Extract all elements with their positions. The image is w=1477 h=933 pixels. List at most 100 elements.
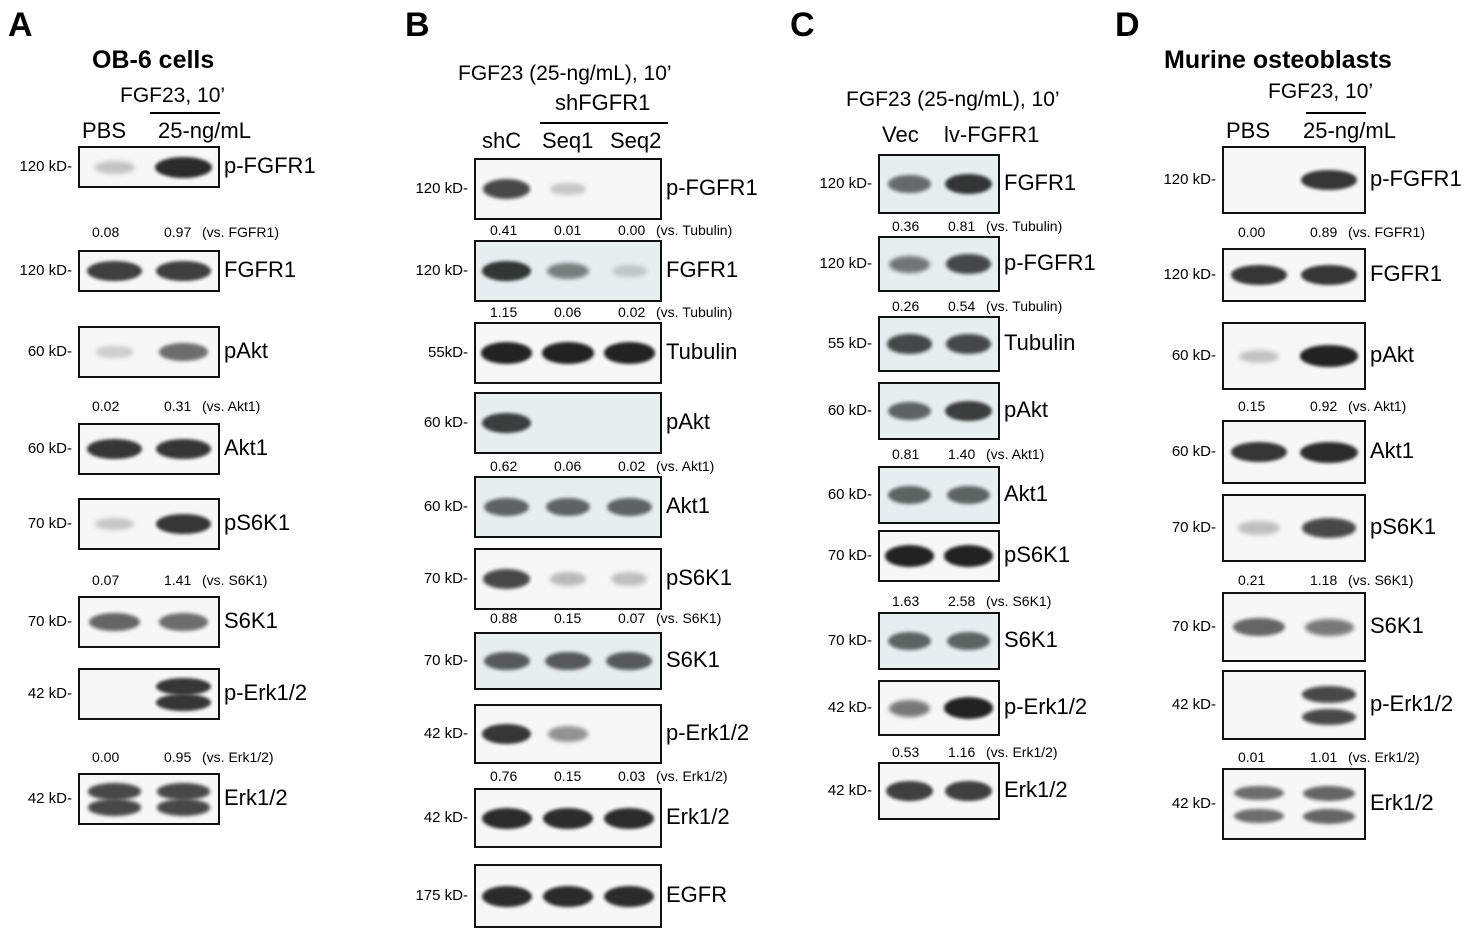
molecular-weight-marker: 70 kD- [27, 515, 72, 532]
protein-band [155, 513, 212, 535]
protein-label: pS6K1 [224, 510, 291, 535]
protein-band [158, 613, 209, 631]
protein-band [887, 486, 932, 504]
quantification-value: 0.03 [618, 768, 646, 784]
quantification-value: 0.00 [1238, 224, 1266, 240]
quantification-value: 0.02 [618, 304, 646, 320]
treatment-condition: FGF23 (25-ng/mL), 10’ [458, 62, 672, 85]
quantification-value: 0.95 [164, 749, 192, 765]
protein-label: S6K1 [224, 608, 278, 633]
quantification-value: 0.53 [892, 744, 920, 760]
panel-title: OB-6 cells [92, 46, 215, 74]
molecular-weight-marker: 120 kD- [415, 262, 468, 279]
blot-strip [78, 498, 220, 550]
protein-band [158, 343, 209, 361]
protein-band [1233, 785, 1285, 801]
protein-band [1301, 518, 1357, 538]
blot-strip [78, 326, 220, 378]
treatment-underline [150, 112, 220, 114]
molecular-weight-marker: 120 kD- [1163, 266, 1216, 283]
protein-band [87, 799, 142, 816]
quantification-value: 2.58 [948, 593, 976, 609]
quantification-value: 0.01 [1238, 749, 1266, 765]
protein-band [155, 677, 212, 696]
protein-band [482, 179, 531, 199]
lane-label: lv-FGFR1 [944, 122, 1040, 147]
quantification-value: 0.07 [618, 610, 646, 626]
quantification-value: 1.63 [892, 593, 920, 609]
blot-strip [78, 668, 220, 720]
protein-band [943, 697, 994, 719]
protein-band [888, 175, 931, 193]
blot-strip [1222, 420, 1366, 484]
protein-label: FGFR1 [1004, 170, 1077, 195]
treatment-condition: FGF23 (25-ng/mL), 10’ [846, 88, 1060, 111]
protein-label: p-FGFR1 [1004, 250, 1096, 275]
treatment-condition: FGF23, 10’ [120, 84, 226, 107]
protein-label: Erk1/2 [666, 804, 730, 829]
quantification-reference: (vs. FGFR1) [202, 224, 279, 240]
blot-strip [878, 466, 1000, 524]
quantification-value: 0.00 [92, 749, 120, 765]
protein-band [481, 807, 532, 829]
quantification-reference: (vs. Erk1/2) [656, 768, 728, 784]
lane-label: shC [482, 128, 522, 153]
molecular-weight-marker: 60 kD- [423, 414, 468, 431]
blot-strip [78, 146, 220, 188]
protein-band [549, 572, 587, 586]
molecular-weight-marker: 60 kD- [27, 343, 72, 360]
protein-label: S6K1 [1370, 613, 1424, 638]
protein-band [156, 799, 211, 816]
protein-band [546, 262, 589, 280]
protein-band [94, 517, 135, 531]
protein-band [481, 260, 532, 282]
protein-band [542, 885, 594, 907]
protein-band [482, 413, 531, 433]
protein-label: EGFR [666, 882, 728, 907]
quantification-reference: (vs. Akt1) [202, 398, 261, 414]
protein-label: S6K1 [666, 647, 720, 672]
group-label: shFGFR1 [555, 90, 651, 115]
molecular-weight-marker: 70 kD- [423, 652, 468, 669]
protein-band [89, 613, 140, 631]
protein-label: pS6K1 [1370, 514, 1437, 539]
protein-band [946, 486, 991, 504]
protein-label: FGFR1 [224, 257, 297, 282]
quantification-value: 0.06 [554, 458, 582, 474]
protein-label: p-Erk1/2 [224, 680, 308, 705]
panel-letter: C [790, 6, 815, 44]
molecular-weight-marker: 120 kD- [19, 158, 72, 175]
protein-band [550, 182, 586, 196]
protein-label: S6K1 [1004, 627, 1058, 652]
protein-band [1300, 264, 1358, 286]
protein-label: Akt1 [224, 435, 269, 460]
molecular-weight-marker: 175 kD- [415, 887, 468, 904]
molecular-weight-marker: 60 kD- [827, 402, 872, 419]
treatment-condition: FGF23, 10’ [1268, 80, 1374, 103]
molecular-weight-marker: 120 kD- [819, 255, 872, 272]
quantification-value: 0.54 [948, 298, 976, 314]
blot-strip [78, 250, 220, 292]
protein-band [1233, 808, 1285, 824]
quantification-value: 0.76 [490, 768, 518, 784]
protein-band [945, 334, 992, 354]
blot-strip [474, 392, 662, 454]
protein-band [481, 885, 532, 907]
molecular-weight-marker: 60 kD- [1171, 347, 1216, 364]
protein-band [545, 651, 591, 671]
protein-band [542, 807, 594, 829]
molecular-weight-marker: 60 kD- [27, 440, 72, 457]
quantification-value: 0.41 [490, 222, 518, 238]
molecular-weight-marker: 42 kD- [423, 725, 468, 742]
blot-strip [878, 530, 1000, 582]
protein-label: Tubulin [1004, 330, 1076, 355]
protein-band [482, 569, 531, 589]
protein-label: pS6K1 [666, 565, 733, 590]
blot-strip [78, 423, 220, 475]
blot-strip [1222, 248, 1366, 302]
protein-band [887, 402, 932, 420]
quantification-value: 0.81 [948, 218, 976, 234]
blot-strip [1222, 670, 1366, 740]
